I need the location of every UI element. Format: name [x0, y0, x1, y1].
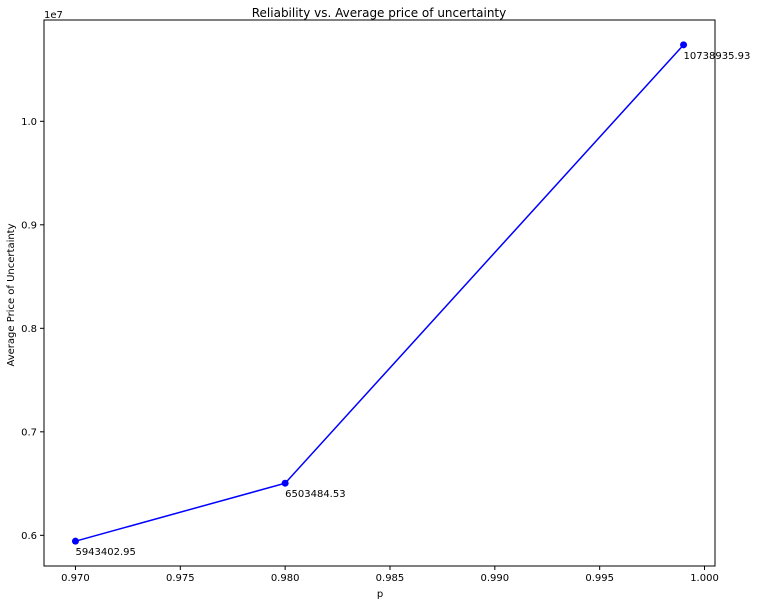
data-point-label: 6503484.53 — [285, 489, 345, 500]
x-tick-label: 0.980 — [271, 573, 300, 584]
x-axis-ticks: 0.970 0.975 0.980 0.985 0.990 0.995 1.000 — [61, 566, 719, 584]
y-axis-ticks: 0.6 0.7 0.8 0.9 1.0 — [21, 117, 44, 542]
data-point-label: 10738935.93 — [684, 51, 751, 62]
x-tick-label: 1.000 — [690, 573, 719, 584]
data-point — [680, 41, 688, 49]
x-tick-label: 0.970 — [61, 573, 90, 584]
y-tick-label: 0.8 — [21, 324, 37, 335]
data-point-label: 5943402.95 — [75, 547, 135, 558]
x-axis-title: p — [377, 589, 383, 600]
y-tick-label: 0.9 — [21, 220, 37, 231]
y-tick-label: 1.0 — [21, 117, 37, 128]
y-tick-label: 0.7 — [21, 427, 37, 438]
data-label-layer: 5943402.95 6503484.53 10738935.93 — [75, 51, 750, 558]
data-point — [71, 537, 79, 545]
y-tick-label: 0.6 — [21, 531, 37, 542]
plot-area-frame — [43, 19, 716, 567]
series-layer — [71, 41, 688, 545]
y-axis-offset-label: 1e7 — [44, 10, 63, 21]
data-point — [281, 479, 289, 487]
x-tick-label: 0.975 — [166, 573, 195, 584]
x-tick-label: 0.990 — [481, 573, 510, 584]
x-tick-label: 0.985 — [376, 573, 405, 584]
chart-title: Reliability vs. Average price of uncerta… — [252, 6, 507, 20]
x-tick-label: 0.995 — [585, 573, 614, 584]
y-axis-title: Average Price of Uncertainty — [6, 223, 17, 366]
